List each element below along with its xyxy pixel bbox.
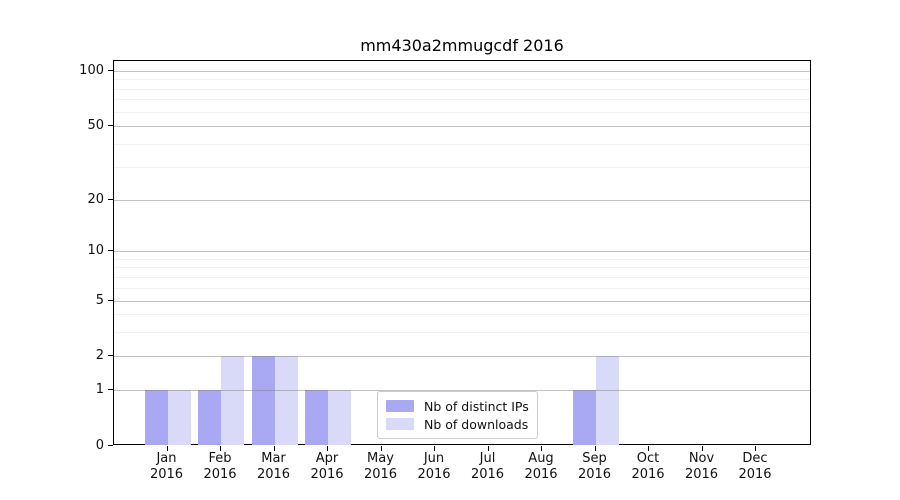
y-tick-mark <box>108 70 113 71</box>
y-tick-mark <box>108 199 113 200</box>
bar-distinct-ips <box>251 356 275 445</box>
legend-label-downloads: Nb of downloads <box>424 416 529 432</box>
gridline-major <box>114 301 810 302</box>
y-tick-label: 50 <box>87 117 104 133</box>
legend-swatch-distinct-ips <box>386 400 414 412</box>
x-tick-mark <box>594 446 596 451</box>
x-tick-label: Feb 2016 <box>203 451 237 482</box>
gridline-minor <box>114 267 810 269</box>
x-tick-label: Jan 2016 <box>149 451 184 482</box>
gridline-minor <box>114 314 810 316</box>
legend: Nb of distinct IPs Nb of downloads <box>377 391 538 439</box>
x-tick-mark <box>380 446 382 451</box>
y-tick-mark <box>108 389 113 390</box>
gridline-minor <box>114 287 810 289</box>
x-tick-label: Oct 2016 <box>631 451 665 482</box>
x-tick-mark <box>487 446 489 451</box>
gridline-minor <box>114 88 810 90</box>
gridline-minor <box>114 144 810 146</box>
bar-distinct-ips <box>144 390 168 445</box>
gridline-major <box>114 251 810 252</box>
x-tick-mark <box>327 446 328 451</box>
legend-entry-distinct-ips: Nb of distinct IPs <box>386 397 529 415</box>
bar-distinct-ips <box>572 390 596 445</box>
gridline-minor <box>114 99 810 101</box>
y-tick-mark <box>108 125 113 126</box>
bar-downloads <box>328 390 351 445</box>
legend-label-distinct-ips: Nb of distinct IPs <box>424 398 529 414</box>
y-tick-mark <box>108 250 113 251</box>
x-tick-label: May 2016 <box>363 451 398 482</box>
x-tick-mark <box>273 446 275 451</box>
x-tick-mark <box>541 446 542 451</box>
gridline-major <box>114 126 810 127</box>
bar-downloads <box>221 356 244 445</box>
legend-entry-downloads: Nb of downloads <box>386 415 529 433</box>
y-tick-mark <box>108 300 113 301</box>
x-tick-label: Jun 2016 <box>417 451 451 482</box>
gridline-major <box>114 390 810 391</box>
y-tick-mark <box>108 355 113 356</box>
bar-downloads <box>595 356 619 445</box>
gridline-minor <box>114 79 810 81</box>
bar-distinct-ips <box>305 390 328 445</box>
gridline-major <box>114 71 810 72</box>
bar-downloads <box>167 390 191 445</box>
x-tick-label: Sep 2016 <box>577 451 612 482</box>
bar-downloads <box>274 356 298 445</box>
bar-distinct-ips <box>198 390 221 445</box>
gridline-major <box>114 200 810 201</box>
x-tick-mark <box>220 446 221 451</box>
x-tick-mark <box>755 446 756 451</box>
x-tick-label: Jul 2016 <box>470 451 505 482</box>
y-tick-label: 5 <box>95 292 104 308</box>
x-tick-mark <box>166 446 168 451</box>
y-tick-label: 1 <box>95 381 104 397</box>
y-tick-label: 20 <box>87 191 104 207</box>
y-tick-mark <box>108 445 113 446</box>
x-tick-mark <box>648 446 649 451</box>
gridline-major <box>114 356 810 357</box>
y-tick-label: 10 <box>87 242 104 258</box>
x-tick-label: Dec 2016 <box>738 451 772 482</box>
gridline-minor <box>114 276 810 278</box>
x-tick-mark <box>434 446 435 451</box>
legend-swatch-downloads <box>386 418 414 430</box>
x-tick-label: Aug 2016 <box>524 451 558 482</box>
x-tick-label: Nov 2016 <box>684 451 719 482</box>
x-tick-mark <box>701 446 703 451</box>
y-tick-label: 0 <box>95 437 104 453</box>
plot-area <box>113 60 811 445</box>
gridline-minor <box>114 111 810 113</box>
gridline-minor <box>114 167 810 169</box>
x-tick-label: Apr 2016 <box>310 451 344 482</box>
y-tick-label: 100 <box>79 62 104 78</box>
gridline-minor <box>114 331 810 333</box>
x-tick-label: Mar 2016 <box>256 451 291 482</box>
y-tick-label: 2 <box>95 347 104 363</box>
chart-title: mm430a2mmugcdf 2016 <box>360 36 564 55</box>
gridline-minor <box>114 258 810 260</box>
